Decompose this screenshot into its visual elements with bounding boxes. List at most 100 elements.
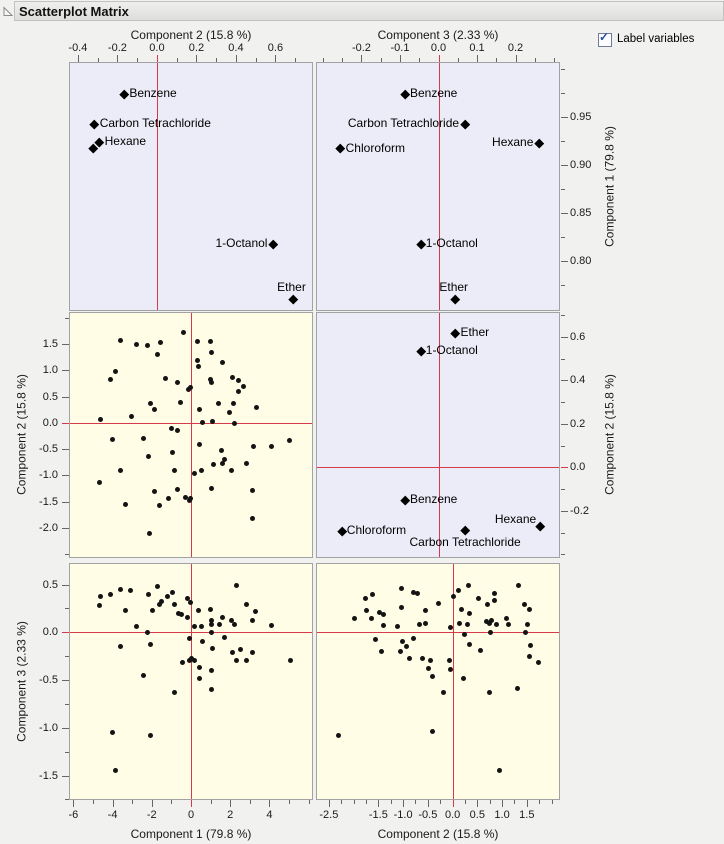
data-point[interactable] <box>487 621 493 627</box>
data-point[interactable] <box>196 442 202 448</box>
data-point[interactable] <box>207 376 213 382</box>
data-point[interactable] <box>98 417 104 423</box>
data-point[interactable] <box>462 631 468 637</box>
data-point[interactable] <box>243 461 249 467</box>
data-point[interactable] <box>447 657 453 663</box>
data-point[interactable] <box>192 657 198 663</box>
data-point[interactable] <box>487 689 493 695</box>
disclosure-triangle-icon[interactable] <box>2 5 14 17</box>
data-point[interactable] <box>172 602 178 608</box>
data-point[interactable] <box>195 607 201 613</box>
data-point[interactable] <box>426 666 432 672</box>
data-point[interactable] <box>220 615 226 621</box>
data-point[interactable] <box>220 360 226 366</box>
data-point[interactable] <box>465 622 471 628</box>
data-point[interactable] <box>243 602 249 608</box>
data-point[interactable] <box>536 660 542 666</box>
data-point[interactable] <box>187 600 193 606</box>
data-point[interactable] <box>169 425 175 431</box>
data-point[interactable] <box>123 502 129 508</box>
data-point[interactable] <box>430 729 436 735</box>
data-point[interactable] <box>216 622 222 628</box>
data-point[interactable] <box>147 732 153 738</box>
data-point[interactable] <box>515 686 521 692</box>
data-point[interactable] <box>196 675 202 681</box>
data-point[interactable] <box>379 648 385 654</box>
data-point[interactable] <box>484 619 490 625</box>
data-point[interactable] <box>423 607 429 613</box>
data-point[interactable] <box>147 401 153 407</box>
data-point[interactable] <box>351 616 357 622</box>
data-point[interactable] <box>403 644 409 650</box>
data-point[interactable] <box>287 657 293 663</box>
data-point[interactable] <box>174 380 180 386</box>
data-point[interactable] <box>235 389 241 395</box>
data-point[interactable] <box>527 653 533 659</box>
data-point[interactable] <box>110 730 116 736</box>
data-point[interactable] <box>448 625 454 631</box>
data-point[interactable] <box>497 768 503 774</box>
data-point[interactable] <box>230 649 236 655</box>
data-point[interactable] <box>159 599 165 605</box>
data-point[interactable] <box>253 404 259 410</box>
panel-r2c2[interactable] <box>316 312 560 558</box>
data-point[interactable] <box>488 629 494 635</box>
data-point[interactable] <box>186 636 192 642</box>
data-point[interactable] <box>476 596 482 602</box>
data-point[interactable] <box>406 655 412 661</box>
data-point[interactable] <box>154 351 160 357</box>
data-point[interactable] <box>200 639 206 645</box>
data-point[interactable] <box>220 461 226 467</box>
data-point[interactable] <box>194 358 200 364</box>
data-point[interactable] <box>134 624 140 630</box>
data-point[interactable] <box>141 435 147 441</box>
data-point[interactable] <box>210 646 216 652</box>
data-point[interactable] <box>494 622 500 628</box>
data-point[interactable] <box>364 607 370 613</box>
data-point[interactable] <box>208 629 214 635</box>
data-point[interactable] <box>250 515 256 521</box>
data-point[interactable] <box>363 596 369 602</box>
data-point[interactable] <box>232 421 238 427</box>
data-point[interactable] <box>269 623 275 629</box>
data-point[interactable] <box>188 655 194 661</box>
data-point[interactable] <box>369 616 375 622</box>
data-point[interactable] <box>163 375 169 381</box>
data-point[interactable] <box>485 602 491 608</box>
data-point[interactable] <box>492 598 498 604</box>
data-point[interactable] <box>229 618 235 624</box>
data-point[interactable] <box>200 420 206 426</box>
data-point[interactable] <box>147 642 153 648</box>
data-point[interactable] <box>196 406 202 412</box>
data-point[interactable] <box>174 486 180 492</box>
data-point[interactable] <box>110 436 116 442</box>
data-point[interactable] <box>381 611 387 617</box>
data-point[interactable] <box>170 450 176 456</box>
data-point[interactable] <box>398 648 404 654</box>
data-point[interactable] <box>128 587 134 593</box>
data-point[interactable] <box>208 380 214 386</box>
data-point[interactable] <box>172 689 178 695</box>
data-point[interactable] <box>208 350 214 356</box>
data-point[interactable] <box>441 689 447 695</box>
data-point[interactable] <box>417 622 423 628</box>
data-point[interactable] <box>399 604 405 610</box>
data-point[interactable] <box>185 387 191 393</box>
data-point[interactable] <box>415 590 421 596</box>
data-point[interactable] <box>145 591 151 597</box>
data-point[interactable] <box>209 687 215 693</box>
data-point[interactable] <box>207 339 213 345</box>
data-point[interactable] <box>118 644 124 650</box>
data-point[interactable] <box>233 582 239 588</box>
data-point[interactable] <box>467 642 473 648</box>
data-point[interactable] <box>252 608 258 614</box>
data-point[interactable] <box>187 495 193 501</box>
data-point[interactable] <box>152 406 158 412</box>
data-point[interactable] <box>177 400 183 406</box>
data-point[interactable] <box>467 610 473 616</box>
data-point[interactable] <box>96 480 102 486</box>
data-point[interactable] <box>192 624 198 630</box>
data-point[interactable] <box>108 377 114 383</box>
data-point[interactable] <box>118 468 124 474</box>
data-point[interactable] <box>377 609 383 615</box>
